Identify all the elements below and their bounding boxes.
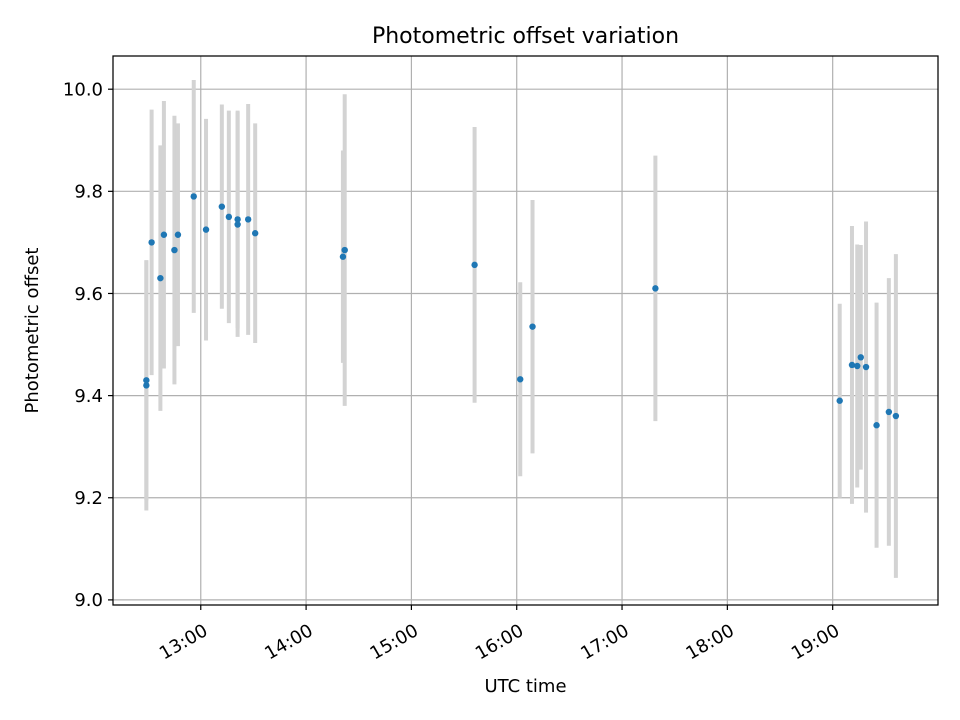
chart-title: Photometric offset variation <box>372 24 679 49</box>
data-point <box>148 239 155 246</box>
data-points <box>143 193 900 429</box>
data-point <box>885 408 893 416</box>
data-point <box>873 422 880 429</box>
y-tick-label: 9.2 <box>74 488 103 509</box>
data-point <box>517 376 524 383</box>
data-point <box>143 382 150 389</box>
y-tick-label: 9.4 <box>74 386 103 407</box>
data-point <box>251 230 259 237</box>
data-point <box>225 213 233 221</box>
data-point <box>190 193 197 200</box>
data-point <box>160 231 168 238</box>
plot-frame <box>112 55 939 606</box>
x-axis-label: UTC time <box>484 676 566 697</box>
data-point <box>143 377 150 384</box>
data-point <box>341 246 348 254</box>
data-point <box>171 246 178 254</box>
grid <box>113 56 938 605</box>
data-point <box>234 221 241 228</box>
y-tick-label: 9.6 <box>74 284 103 305</box>
data-point <box>862 363 870 371</box>
y-axis-label: Photometric offset <box>22 248 43 414</box>
data-point <box>848 361 856 369</box>
data-point <box>157 274 164 282</box>
data-point <box>857 354 864 361</box>
data-point <box>218 203 226 210</box>
y-tick-label: 9.8 <box>74 182 103 203</box>
data-point <box>174 231 182 238</box>
data-point <box>854 362 861 370</box>
data-point <box>244 216 252 223</box>
data-point <box>339 253 347 260</box>
data-point <box>234 216 241 223</box>
data-point <box>202 226 210 233</box>
data-point <box>471 261 478 269</box>
data-point <box>836 397 843 404</box>
data-point <box>529 323 536 330</box>
data-point <box>652 285 659 292</box>
y-tick-label: 9.0 <box>74 590 103 611</box>
data-point <box>892 412 900 420</box>
y-tick-label: 10.0 <box>63 79 103 100</box>
